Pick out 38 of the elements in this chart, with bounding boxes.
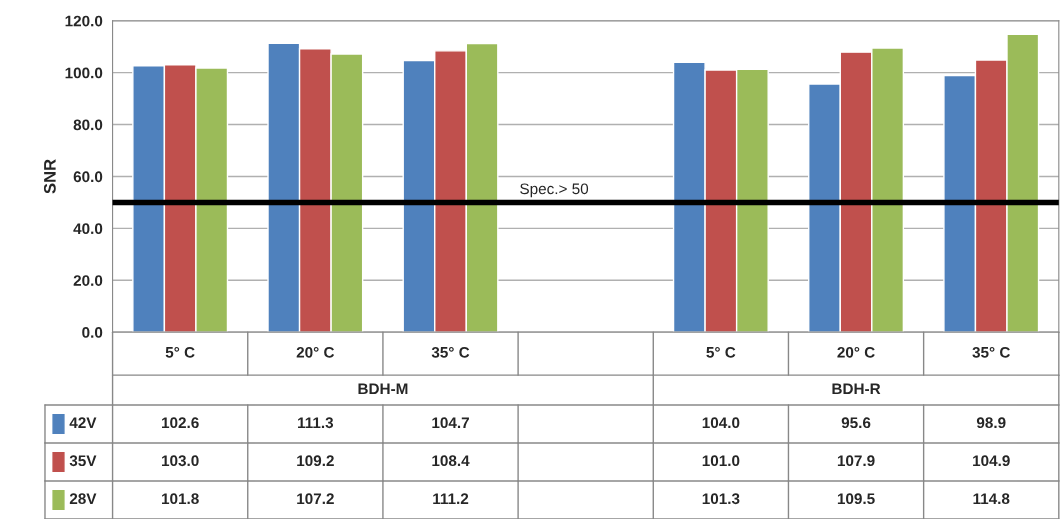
data-label: 103.0 xyxy=(162,455,199,467)
y-tick-label: 40.0 xyxy=(73,223,103,235)
data-label: 104.0 xyxy=(702,417,740,429)
data-label: 109.2 xyxy=(297,455,334,467)
x-tick-label: 5° C xyxy=(165,346,195,358)
data-label: 98.9 xyxy=(976,417,1006,429)
x-tick-label: 35° C xyxy=(972,346,1010,358)
data-label: 107.2 xyxy=(297,493,334,505)
y-tick-label: 100.0 xyxy=(65,67,103,79)
x-tick-label: 5° C xyxy=(706,346,736,358)
legend-label: 28V xyxy=(69,493,97,505)
y-tick-label: 0.0 xyxy=(82,327,103,338)
data-label: 101.3 xyxy=(702,493,740,505)
data-label: 111.2 xyxy=(433,493,469,504)
ref-line-label: Spec.> 50 xyxy=(520,183,589,198)
legend-label: 35V xyxy=(69,455,97,467)
x-tick-label: 20° C xyxy=(296,346,335,358)
y-tick-label: 60.0 xyxy=(73,171,103,183)
data-label: 108.4 xyxy=(432,455,470,467)
data-label: 101.0 xyxy=(702,455,740,467)
y-tick-label: 120.0 xyxy=(65,15,103,27)
data-label: 104.7 xyxy=(432,417,469,429)
y-tick-label: 20.0 xyxy=(73,275,103,286)
y-tick-label: 80.0 xyxy=(73,119,103,131)
text: BDH-M xyxy=(358,383,408,395)
data-label: 104.9 xyxy=(973,455,1010,467)
x-tick-label: 20° C xyxy=(837,346,875,358)
text: BDH-R xyxy=(832,383,881,395)
data-label: 111.3 xyxy=(298,417,334,429)
data-label: 95.6 xyxy=(841,417,871,429)
data-label: 109.5 xyxy=(837,493,875,505)
y-axis-title: SNR xyxy=(43,159,56,194)
x-tick-label: 35° C xyxy=(431,346,470,358)
legend-label: 42V xyxy=(69,417,97,428)
data-label: 102.6 xyxy=(162,417,199,429)
data-label: 114.8 xyxy=(973,493,1010,505)
data-label: 101.8 xyxy=(162,493,199,505)
data-label: 107.9 xyxy=(837,455,875,467)
